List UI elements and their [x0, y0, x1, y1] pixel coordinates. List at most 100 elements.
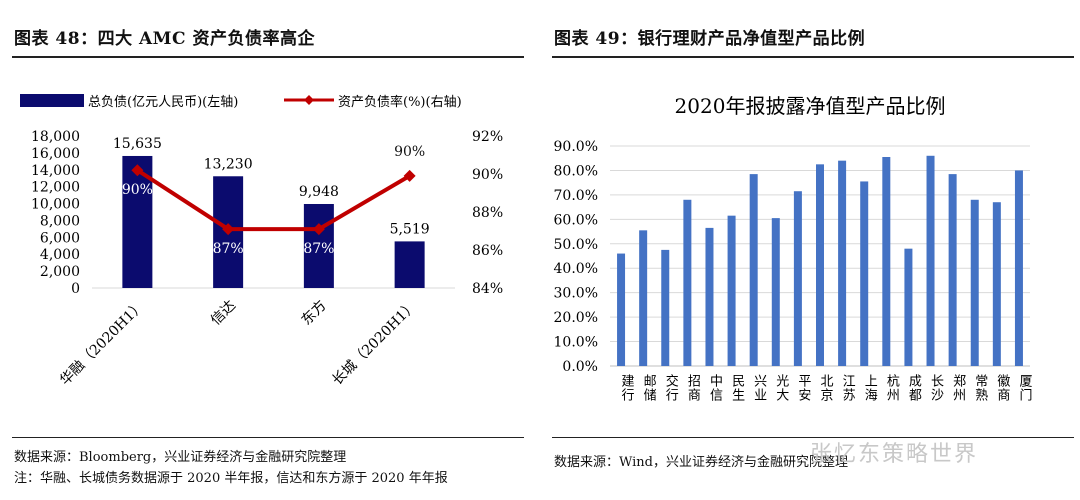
line-debt-ratio	[136, 168, 411, 232]
legend-swatch-total-debt	[20, 94, 84, 107]
right-chart-inner-title: 2020年报披露净值型产品比例	[675, 94, 946, 118]
line-value-label: 87%	[303, 241, 334, 257]
right-y-tick-label: 90%	[472, 167, 503, 183]
right-chart-panel: 图表 49：银行理财产品净值型产品比例 2020年报披露净值型产品比例 0.0% 1…	[540, 0, 1080, 500]
x-category-label: 徽商	[994, 374, 1010, 402]
bar-nav-product-ratio	[860, 181, 869, 366]
right-data-source: 数据来源：Wind，兴业证券经济与金融研究院整理	[554, 455, 848, 470]
x-category-label: 长城（2020H1）	[329, 298, 420, 389]
right-y-tick-label: 84%	[472, 281, 503, 297]
right-y-tick-label: 70.0%	[554, 188, 598, 204]
bar-nav-product-ratio	[992, 202, 1001, 366]
bar-nav-product-ratio	[793, 191, 802, 366]
x-category-label: 厦门	[1016, 374, 1032, 402]
right-y-tick-label: 90.0%	[554, 139, 598, 155]
bar-nav-product-ratio	[970, 199, 979, 366]
right-title-rule	[552, 56, 1074, 58]
legend-marker-debt-ratio	[304, 95, 314, 105]
bar-nav-product-ratio	[661, 249, 670, 366]
bar-nav-product-ratio	[617, 253, 626, 366]
right-y-tick-label: 50.0%	[554, 237, 598, 253]
left-data-source: 数据来源：Bloomberg，兴业证券经济与金融研究院整理	[14, 450, 347, 465]
x-category-label: 上海	[862, 374, 878, 402]
right-y-tick-label: 40.0%	[554, 261, 598, 277]
right-chart-title: 图表 49：银行理财产品净值型产品比例	[554, 29, 866, 49]
bar-nav-product-ratio	[727, 215, 736, 366]
bar-nav-product-ratio	[926, 155, 935, 366]
right-y-tick-label: 0.0%	[562, 359, 598, 375]
line-point-debt-ratio	[312, 223, 325, 236]
x-category-label: 中信	[707, 374, 723, 402]
right-y-tick-label: 60.0%	[554, 212, 598, 228]
x-category-label: 邮储	[641, 374, 657, 402]
legend-label-total-debt: 总负债(亿元人民币)(左轴)	[88, 95, 238, 110]
x-category-label: 江苏	[840, 374, 856, 402]
x-category-label: 郑州	[950, 374, 966, 402]
x-category-label: 北京	[818, 374, 834, 402]
bar-nav-product-ratio	[948, 174, 957, 366]
right-y-tick-label: 86%	[472, 243, 503, 259]
bar-value-label: 5,519	[390, 221, 430, 237]
x-category-label: 光大	[773, 374, 789, 402]
left-y-tick-label: 16,000	[31, 146, 80, 162]
bar-nav-product-ratio	[771, 218, 780, 366]
line-point-debt-ratio	[222, 223, 235, 236]
left-title-rule	[12, 56, 524, 58]
bar-value-label: 9,948	[299, 184, 339, 200]
x-category-label: 招商	[685, 374, 701, 402]
left-chart-panel: 图表 48：四大 AMC 资产负债率高企 总负债(亿元人民币)(左轴) 资产负债率…	[0, 0, 530, 500]
legend-label-debt-ratio: 资产负债率(%)(右轴)	[338, 94, 462, 110]
x-category-label: 东方	[299, 298, 330, 329]
line-point-debt-ratio	[403, 169, 416, 182]
left-y-tick-label: 4,000	[40, 247, 80, 263]
right-bar-chart: 2020年报披露净值型产品比例 0.0% 10.0% 20.0% 30.0% 40.0% 5…	[554, 94, 1032, 402]
line-point-debt-ratio	[131, 164, 144, 177]
left-y-tick-label: 8,000	[40, 213, 80, 229]
bar-nav-product-ratio	[705, 227, 714, 366]
left-y-tick-label: 14,000	[31, 163, 80, 179]
x-category-label: 杭州	[884, 374, 900, 402]
bar-nav-product-ratio	[683, 199, 692, 366]
bar-value-label: 15,635	[113, 136, 162, 152]
left-y-tick-label: 6,000	[40, 230, 80, 246]
bar-nav-product-ratio	[816, 164, 824, 366]
bar-nav-product-ratio	[1014, 170, 1023, 366]
x-category-label: 信达	[208, 298, 239, 329]
left-y-tick-label: 0	[71, 281, 80, 297]
left-combo-chart: 总负债(亿元人民币)(左轴) 资产负债率(%)(右轴) 02,0004,0006,0…	[20, 94, 503, 389]
line-value-label: 90%	[122, 182, 153, 198]
left-source-rule	[12, 437, 524, 438]
x-category-label: 平安	[795, 374, 811, 402]
right-y-tick-label: 88%	[472, 205, 503, 221]
bar-nav-product-ratio	[639, 230, 648, 366]
right-y-tick-label: 30.0%	[554, 286, 598, 302]
x-category-label: 兴业	[751, 374, 767, 402]
line-value-label: 87%	[213, 241, 244, 257]
x-category-label: 长沙	[928, 374, 944, 402]
x-category-label: 交行	[663, 373, 679, 402]
bar-nav-product-ratio	[749, 174, 758, 366]
x-category-label: 华融（2020H1）	[57, 298, 148, 389]
left-note: 注：华融、长城债务数据源于 2020 半年报，信达和东方源于 2020 年年报	[14, 471, 448, 486]
bar-nav-product-ratio	[838, 160, 847, 366]
line-value-label: 90%	[394, 144, 425, 160]
x-category-label: 常熟	[972, 374, 988, 402]
right-y-tick-label: 20.0%	[554, 310, 598, 326]
watermark-text: 张忆东策略世界	[810, 442, 979, 467]
left-chart-title: 图表 48：四大 AMC 资产负债率高企	[14, 29, 315, 49]
bar-total-debt	[394, 241, 425, 288]
x-category-label: 成都	[906, 374, 922, 402]
bar-total-debt	[303, 203, 334, 288]
left-y-tick-label: 2,000	[40, 264, 80, 280]
right-y-tick-label: 80.0%	[554, 163, 598, 179]
bar-nav-product-ratio	[904, 248, 913, 366]
right-y-tick-label: 10.0%	[554, 335, 598, 351]
left-y-tick-label: 18,000	[31, 129, 80, 145]
x-category-label: 建行	[619, 374, 635, 402]
left-y-tick-label: 10,000	[31, 197, 80, 213]
bar-value-label: 13,230	[204, 156, 253, 172]
right-y-tick-label: 92%	[472, 129, 503, 145]
bar-nav-product-ratio	[882, 157, 891, 366]
right-source-rule	[552, 437, 1074, 438]
x-category-label: 民生	[729, 374, 745, 402]
